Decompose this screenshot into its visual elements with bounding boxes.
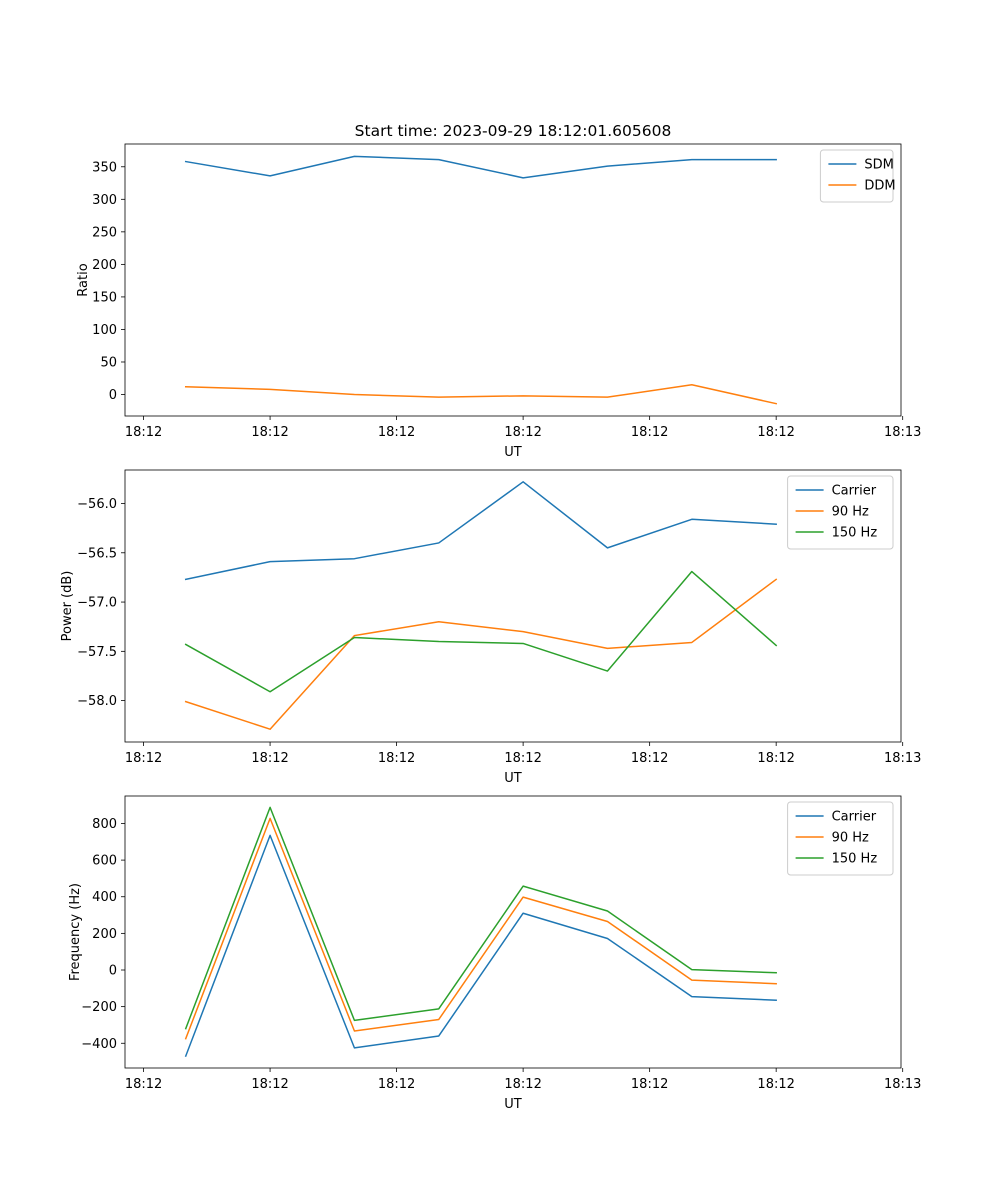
legend-box <box>819 149 894 203</box>
y-tick-label: −200 <box>81 1000 117 1015</box>
subplot-1: 18:12 18:12 18:12 18:12 18:12 18:12 18:13 0 50 10… <box>76 122 921 460</box>
y-tick-label: 800 <box>92 817 117 832</box>
x-tick-label: 18:13 <box>884 1077 921 1092</box>
legend-label: SDM <box>864 158 893 173</box>
x-axis-label: UT <box>504 1097 522 1112</box>
series-line-carrier <box>184 481 777 581</box>
legend-label: Carrier <box>832 810 877 825</box>
series-line-ddm <box>184 384 778 405</box>
x-tick-label: 18:12 <box>125 425 162 440</box>
x-tick-label: 18:12 <box>378 425 415 440</box>
y-tick-label: −57.5 <box>77 645 117 660</box>
y-tick-label: −57.0 <box>77 596 117 611</box>
x-tick-label: 18:13 <box>884 751 921 766</box>
legend-label: 150 Hz <box>832 852 878 867</box>
x-tick-label: 18:12 <box>631 751 668 766</box>
y-tick-label: 200 <box>92 927 117 942</box>
legend-box <box>787 475 894 550</box>
axes-frame <box>124 795 902 1069</box>
y-tick-label: 600 <box>92 854 117 869</box>
x-tick-label: 18:12 <box>504 751 541 766</box>
y-tick-label: 400 <box>92 890 117 905</box>
y-tick-label: 350 <box>92 160 117 175</box>
y-axis-label: Power (dB) <box>60 571 75 642</box>
axes-frame <box>124 143 902 417</box>
x-tick-label: 18:12 <box>251 425 288 440</box>
legend: Carrier 90 Hz 150 Hz <box>787 475 894 550</box>
y-tick-label: −56.0 <box>77 497 117 512</box>
legend-label: 90 Hz <box>832 831 869 846</box>
chart-title: Start time: 2023-09-29 18:12:01.605608 <box>355 122 672 140</box>
y-tick-label: 300 <box>92 193 117 208</box>
subplot-2: 18:12 18:12 18:12 18:12 18:12 18:12 18:13 −58.0… <box>60 469 921 786</box>
y-tick-label: −400 <box>81 1037 117 1052</box>
x-tick-label: 18:13 <box>884 425 921 440</box>
series-line-90-hz <box>184 817 777 1040</box>
x-tick-label: 18:12 <box>378 751 415 766</box>
x-tick-label: 18:12 <box>504 1077 541 1092</box>
x-tick-label: 18:12 <box>757 425 794 440</box>
x-tick-label: 18:12 <box>125 751 162 766</box>
series-line-150-hz <box>184 570 778 693</box>
x-tick-label: 18:12 <box>378 1077 415 1092</box>
y-tick-label: −58.0 <box>77 694 117 709</box>
x-tick-label: 18:12 <box>125 1077 162 1092</box>
x-tick-label: 18:12 <box>757 751 794 766</box>
legend-box <box>787 801 894 876</box>
y-tick-label: 50 <box>100 355 117 370</box>
x-tick-label: 18:12 <box>631 1077 668 1092</box>
series-line-carrier <box>184 834 777 1058</box>
x-tick-label: 18:12 <box>251 1077 288 1092</box>
axes-frame <box>124 469 902 743</box>
legend: Carrier 90 Hz 150 Hz <box>787 801 894 876</box>
y-tick-label: −56.5 <box>77 546 117 561</box>
x-tick-label: 18:12 <box>631 425 668 440</box>
legend-label: 90 Hz <box>832 505 869 520</box>
y-axis-label: Ratio <box>76 263 91 296</box>
legend: SDM DDM <box>819 149 896 203</box>
x-axis-label: UT <box>504 445 522 460</box>
y-tick-label: 200 <box>92 258 117 273</box>
subplot-3: 18:12 18:12 18:12 18:12 18:12 18:12 18:13 −400 −… <box>68 795 921 1112</box>
x-tick-label: 18:12 <box>251 751 288 766</box>
legend-label: DDM <box>864 179 895 194</box>
y-tick-label: 100 <box>92 323 117 338</box>
y-tick-label: 150 <box>92 290 117 305</box>
y-tick-label: 0 <box>109 388 117 403</box>
y-axis-label: Frequency (Hz) <box>68 883 83 981</box>
x-tick-label: 18:12 <box>504 425 541 440</box>
legend-label: Carrier <box>832 484 877 499</box>
x-tick-label: 18:12 <box>757 1077 794 1092</box>
y-tick-label: 250 <box>92 225 117 240</box>
series-line-sdm <box>184 155 777 179</box>
x-axis-label: UT <box>504 771 522 786</box>
legend-label: 150 Hz <box>832 526 878 541</box>
series-line-90-hz <box>184 578 778 730</box>
y-tick-label: 0 <box>109 964 117 979</box>
series-line-150-hz <box>184 806 777 1030</box>
